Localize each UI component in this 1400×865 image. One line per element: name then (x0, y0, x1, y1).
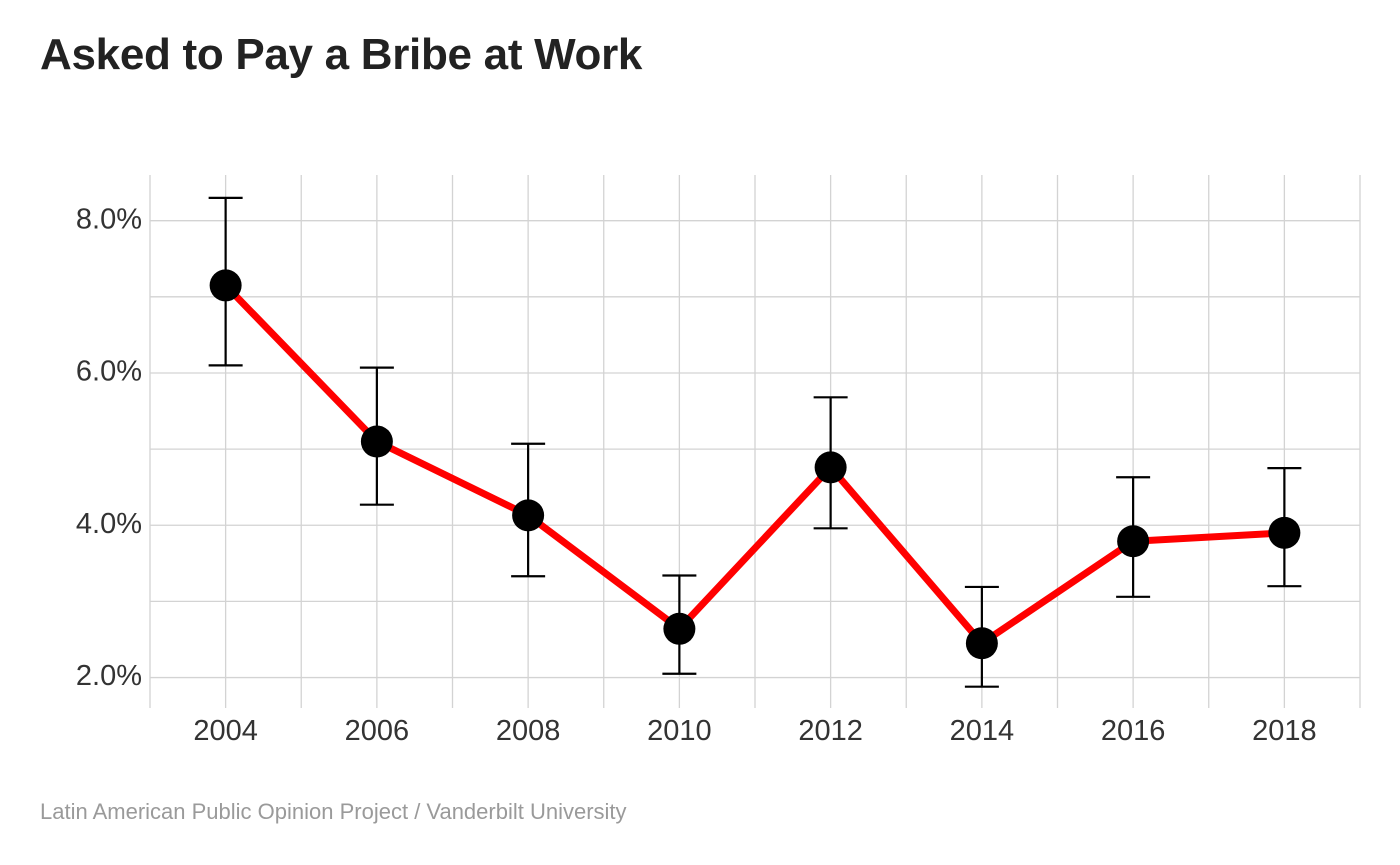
y-tick-label: 2.0% (76, 660, 142, 692)
data-point (360, 425, 393, 458)
x-tick-label: 2008 (496, 715, 561, 747)
grid-layer (149, 175, 1361, 708)
x-tick-label: 2014 (950, 715, 1015, 747)
x-tick-label: 2006 (345, 715, 410, 747)
x-tick-label: 2018 (1252, 715, 1317, 747)
x-tick-label: 2012 (798, 715, 863, 747)
data-point (663, 612, 696, 645)
x-tick-label: 2004 (193, 715, 258, 747)
chart-caption: Latin American Public Opinion Project / … (40, 799, 627, 824)
data-point (512, 499, 545, 532)
series-line-layer (222, 281, 1288, 647)
y-tick-label: 8.0% (76, 203, 142, 235)
y-tick-label: 4.0% (76, 508, 142, 540)
data-points (209, 269, 1301, 660)
data-point (1117, 525, 1150, 558)
x-tick-label: 2010 (647, 715, 712, 747)
data-point (814, 451, 847, 484)
data-point (1268, 516, 1301, 549)
data-point (965, 627, 998, 660)
series-line (222, 281, 1288, 647)
x-tick-label: 2016 (1101, 715, 1166, 747)
x-axis-tick-labels: 2004 2006 2008 2010 2012 2014 2016 2018 (193, 715, 1316, 747)
data-point (209, 269, 242, 302)
y-tick-label: 6.0% (76, 356, 142, 388)
chart-title: Asked to Pay a Bribe at Work (40, 30, 643, 79)
y-axis-tick-labels: 2.0% 4.0% 6.0% 8.0% (76, 203, 142, 692)
